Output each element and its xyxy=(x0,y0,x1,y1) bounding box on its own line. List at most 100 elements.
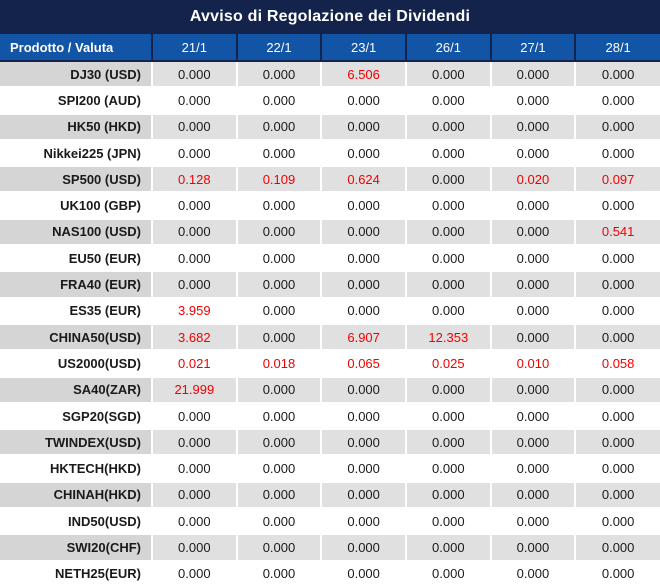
dividend-value: 0.000 xyxy=(321,455,407,483)
table-row: SPI200 (AUD) 0.000 0.000 0.000 0.000 0.000 0.0… xyxy=(0,87,660,115)
table-row: IND50(USD) 0.000 0.000 0.000 0.000 0.000 0.000 xyxy=(0,508,660,536)
dividend-value: 0.000 xyxy=(321,402,407,431)
table-row: SP500 (USD) 0.128 0.109 0.624 0.000 0.020 0.09… xyxy=(0,166,660,194)
dividend-value: 0.000 xyxy=(236,297,323,325)
dividend-value: 0.128 xyxy=(152,166,238,194)
dividend-value: 0.018 xyxy=(236,350,323,378)
dividend-value: 6.506 xyxy=(321,61,407,89)
dividend-value: 0.000 xyxy=(236,87,323,115)
dividend-value: 0.000 xyxy=(236,376,323,404)
dividend-value: 0.000 xyxy=(321,87,407,115)
dividend-value: 0.000 xyxy=(405,508,492,536)
dividend-value: 0.000 xyxy=(490,481,577,510)
dividend-value: 0.020 xyxy=(490,166,577,194)
dividend-value: 0.000 xyxy=(490,534,577,562)
dividend-value: 0.000 xyxy=(405,192,492,220)
dividend-value: 0.000 xyxy=(152,481,238,510)
dividend-value: 0.000 xyxy=(321,192,407,220)
dividend-value: 12.353 xyxy=(405,323,492,352)
dividend-value: 0.000 xyxy=(152,87,238,115)
dividend-value: 0.000 xyxy=(490,560,577,588)
table-row: ES35 (EUR) 3.959 0.000 0.000 0.000 0.000 0.000 xyxy=(0,297,660,325)
dividend-value: 0.000 xyxy=(152,429,238,457)
product-label: IND50(USD) xyxy=(0,508,153,536)
dividend-value: 0.000 xyxy=(405,402,492,431)
dividend-value: 0.000 xyxy=(236,429,323,457)
dividend-value: 0.000 xyxy=(152,508,238,536)
dividend-value: 0.000 xyxy=(405,481,492,510)
table-row: SWI20(CHF) 0.000 0.000 0.000 0.000 0.000 0.000 xyxy=(0,534,660,562)
dividend-value: 0.000 xyxy=(575,271,660,299)
dividend-value: 0.541 xyxy=(575,218,660,247)
dividend-value: 0.000 xyxy=(490,61,577,89)
product-label: TWINDEX(USD) xyxy=(0,429,153,457)
table-row: Nikkei225 (JPN) 0.000 0.000 0.000 0.000 0.000… xyxy=(0,139,660,168)
dividend-value: 21.999 xyxy=(152,376,238,404)
dividend-value: 0.000 xyxy=(575,297,660,325)
dividend-value: 0.000 xyxy=(236,508,323,536)
dividend-value: 0.000 xyxy=(152,113,238,141)
dividend-value: 0.000 xyxy=(152,218,238,247)
product-label: CHINAH(HKD) xyxy=(0,481,153,510)
product-label: DJ30 (USD) xyxy=(0,61,153,89)
table-row: EU50 (EUR) 0.000 0.000 0.000 0.000 0.000 0.000 xyxy=(0,245,660,273)
product-label: Nikkei225 (JPN) xyxy=(0,139,153,168)
dividend-value: 0.000 xyxy=(405,61,492,89)
dividend-value: 0.000 xyxy=(575,560,660,588)
dividend-value: 0.000 xyxy=(236,245,323,273)
dividend-value: 3.682 xyxy=(152,323,238,352)
dividend-value: 0.000 xyxy=(575,113,660,141)
dividend-value: 3.959 xyxy=(152,297,238,325)
dividend-value: 0.000 xyxy=(490,455,577,483)
product-label: ES35 (EUR) xyxy=(0,297,153,325)
dividend-value: 0.000 xyxy=(405,271,492,299)
dividend-value: 0.000 xyxy=(321,218,407,247)
table-row: FRA40 (EUR) 0.000 0.000 0.000 0.000 0.000 0.00… xyxy=(0,271,660,299)
product-label: NETH25(EUR) xyxy=(0,560,153,588)
dividend-value: 0.000 xyxy=(405,560,492,588)
dividend-value: 0.000 xyxy=(152,560,238,588)
product-label: US2000(USD) xyxy=(0,350,153,378)
dividend-value: 0.000 xyxy=(321,508,407,536)
dividend-table: Prodotto / Valuta 21/1 22/1 23/1 26/1 27/1 28… xyxy=(0,34,660,588)
table-row: CHINAH(HKD) 0.000 0.000 0.000 0.000 0.000 0.00… xyxy=(0,481,660,510)
dividend-value: 0.000 xyxy=(575,245,660,273)
dividend-value: 0.000 xyxy=(405,429,492,457)
header-product-valuta: Prodotto / Valuta xyxy=(0,34,152,62)
table-row: UK100 (GBP) 0.000 0.000 0.000 0.000 0.000 0.00… xyxy=(0,192,660,220)
table-row: CHINA50(USD) 3.682 0.000 6.907 12.353 0.000 0.… xyxy=(0,323,660,352)
dividend-value: 0.000 xyxy=(152,139,238,168)
dividend-value: 0.000 xyxy=(490,323,577,352)
product-label: SGP20(SGD) xyxy=(0,402,153,431)
dividend-value: 0.000 xyxy=(236,192,323,220)
dividend-value: 0.000 xyxy=(405,534,492,562)
header-date: 28/1 xyxy=(574,34,660,62)
dividend-value: 0.000 xyxy=(236,113,323,141)
product-label: NAS100 (USD) xyxy=(0,218,153,247)
dividend-value: 0.000 xyxy=(236,402,323,431)
table-row: SA40(ZAR) 21.999 0.000 0.000 0.000 0.000 0.000 xyxy=(0,376,660,404)
dividend-value: 0.000 xyxy=(405,166,492,194)
table-header: Prodotto / Valuta 21/1 22/1 23/1 26/1 27/1 28… xyxy=(0,34,660,62)
product-label: SP500 (USD) xyxy=(0,166,153,194)
dividend-value: 0.000 xyxy=(321,429,407,457)
dividend-value: 0.000 xyxy=(490,271,577,299)
dividend-value: 0.000 xyxy=(321,139,407,168)
dividend-value: 0.000 xyxy=(321,297,407,325)
product-label: SA40(ZAR) xyxy=(0,376,153,404)
dividend-value: 0.000 xyxy=(575,534,660,562)
dividend-value: 0.000 xyxy=(236,218,323,247)
dividend-value: 0.000 xyxy=(490,508,577,536)
dividend-value: 0.000 xyxy=(490,139,577,168)
table-row: HKTECH(HKD) 0.000 0.000 0.000 0.000 0.000 0.00… xyxy=(0,455,660,483)
dividend-value: 0.000 xyxy=(490,376,577,404)
header-date: 27/1 xyxy=(489,34,576,62)
dividend-value: 0.000 xyxy=(152,61,238,89)
header-date: 23/1 xyxy=(320,34,406,62)
product-label: SPI200 (AUD) xyxy=(0,87,153,115)
dividend-value: 6.907 xyxy=(321,323,407,352)
dividend-value: 0.021 xyxy=(152,350,238,378)
dividend-value: 0.000 xyxy=(236,271,323,299)
dividend-value: 0.000 xyxy=(490,218,577,247)
